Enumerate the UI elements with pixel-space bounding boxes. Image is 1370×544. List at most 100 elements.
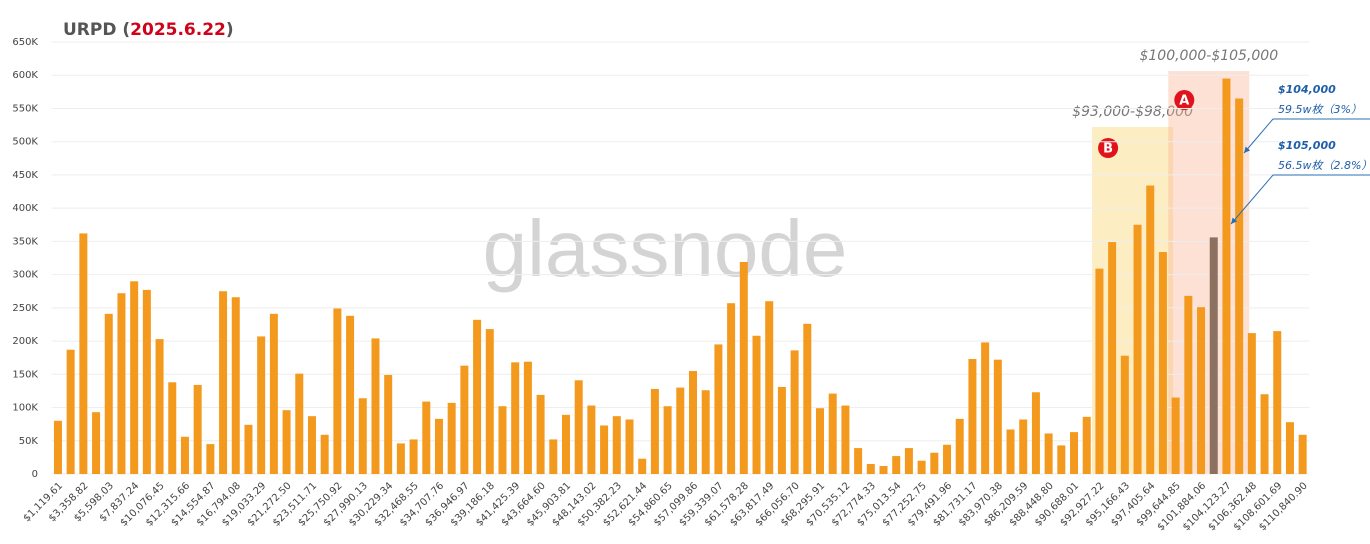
- bar: [561, 414, 570, 474]
- region-marker: [1174, 90, 1195, 110]
- bar: [1222, 78, 1231, 475]
- chart-title: URPD (2025.6.22): [63, 20, 234, 40]
- bar: [523, 361, 532, 474]
- bar: [968, 359, 977, 474]
- bar: [79, 233, 88, 474]
- bar: [727, 303, 736, 474]
- bar: [1095, 268, 1104, 474]
- y-tick-label: 200K: [12, 336, 38, 347]
- bar: [1209, 237, 1218, 474]
- region-marker: [1098, 138, 1119, 158]
- bar: [130, 281, 139, 474]
- y-tick-label: 600K: [12, 70, 38, 81]
- callout-price: $104,000: [1278, 83, 1336, 96]
- bar: [549, 439, 558, 474]
- y-tick-label: 50K: [19, 436, 39, 447]
- bar: [384, 374, 393, 474]
- bar: [650, 388, 659, 474]
- bar: [841, 405, 850, 474]
- bar: [1171, 397, 1180, 474]
- bar: [536, 394, 545, 474]
- bar: [282, 410, 291, 474]
- bar: [752, 335, 761, 474]
- bar: [765, 301, 774, 474]
- bar: [816, 408, 825, 474]
- region-marker-label: B: [1103, 142, 1113, 157]
- bar: [295, 373, 304, 474]
- y-tick-label: 300K: [12, 270, 38, 281]
- bar: [930, 452, 939, 474]
- bar: [777, 386, 786, 474]
- bar: [714, 344, 723, 474]
- y-tick-label: 100K: [12, 403, 38, 414]
- bar: [1019, 419, 1028, 474]
- bar: [1070, 432, 1079, 474]
- y-tick-label: 0: [32, 469, 38, 480]
- bar: [66, 349, 75, 474]
- y-tick-label: 400K: [12, 203, 38, 214]
- bar: [663, 406, 672, 474]
- y-tick-label: 550K: [12, 103, 38, 114]
- bar: [879, 466, 888, 474]
- bar: [219, 291, 228, 474]
- bar: [1285, 422, 1294, 474]
- region-label: $100,000-$105,000: [1139, 48, 1278, 64]
- bar: [892, 456, 901, 474]
- bar: [511, 362, 520, 474]
- watermark: glassnode: [483, 204, 848, 293]
- bar: [447, 402, 456, 474]
- bar: [460, 365, 469, 474]
- bar: [53, 420, 62, 474]
- bar: [943, 444, 952, 474]
- bar: [701, 390, 710, 474]
- bar: [244, 424, 253, 474]
- bar: [422, 401, 431, 474]
- bar: [396, 443, 405, 474]
- bar: [1298, 434, 1307, 474]
- bar: [917, 460, 926, 474]
- bar: [473, 319, 482, 474]
- bar: [981, 342, 990, 474]
- bar: [168, 382, 177, 474]
- bar: [155, 339, 164, 474]
- bar: [1247, 333, 1256, 474]
- callout-arrow: [1230, 174, 1274, 225]
- bar: [1044, 433, 1053, 474]
- y-tick-label: 350K: [12, 236, 38, 247]
- callout-detail: 56.5w枚（2.8%）: [1278, 159, 1370, 172]
- bar: [600, 425, 609, 474]
- title-date: 2025.6.22: [130, 20, 226, 40]
- bar: [612, 416, 621, 474]
- bar: [346, 315, 355, 474]
- bar: [854, 448, 863, 474]
- bar: [104, 313, 113, 474]
- bar: [1197, 307, 1206, 474]
- bar: [1120, 355, 1129, 474]
- bar: [625, 419, 634, 474]
- bar: [231, 297, 240, 474]
- bar: [828, 393, 837, 474]
- bar: [1273, 331, 1282, 474]
- y-tick-label: 450K: [12, 170, 38, 181]
- bar: [1158, 252, 1167, 474]
- bar: [1133, 224, 1142, 474]
- y-tick-label: 500K: [12, 137, 38, 148]
- bar: [676, 387, 685, 474]
- bar: [904, 448, 913, 474]
- bar: [1031, 392, 1040, 474]
- bar: [92, 412, 101, 474]
- y-tick-label: 150K: [12, 369, 38, 380]
- y-tick-label: 650K: [12, 37, 38, 48]
- bar: [320, 434, 329, 474]
- y-tick-label: 250K: [12, 303, 38, 314]
- bar: [1108, 242, 1117, 474]
- bar: [307, 416, 316, 474]
- callouts: $104,000 59.5w枚（3%） $105,000 56.5w枚（2.8%…: [1230, 83, 1370, 225]
- callout-detail: 59.5w枚（3%）: [1278, 103, 1362, 116]
- title-part: ): [226, 20, 234, 40]
- callout-arrow: [1243, 118, 1274, 154]
- bar: [485, 329, 494, 474]
- bar: [1184, 295, 1193, 474]
- bar: [866, 464, 875, 474]
